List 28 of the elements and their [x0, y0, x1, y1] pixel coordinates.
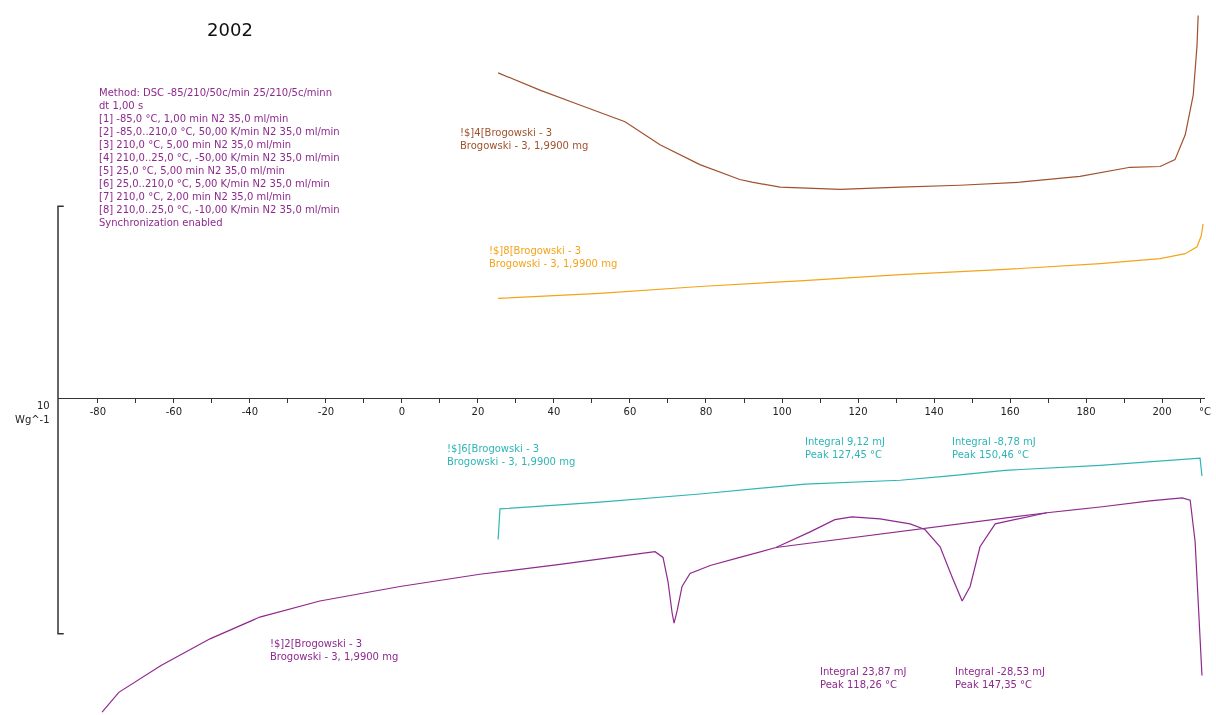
x-tick-label: -60: [165, 405, 183, 417]
x-axis-title: °C: [1199, 406, 1211, 417]
series-label: !$]4[Brogowski - 3 Brogowski - 3, 1,9900 mg: [460, 127, 589, 151]
x-tick-label: -40: [241, 405, 259, 417]
x-tick-label: 40: [547, 405, 561, 417]
x-tick-label: -80: [89, 405, 107, 417]
x-tick-label: 200: [1152, 405, 1172, 417]
x-tick-label: 0: [398, 405, 406, 417]
x-tick-label: 180: [1076, 405, 1096, 417]
annotation: Integral 23,87 mJ Peak 118,26 °C: [820, 666, 907, 690]
annotation: Integral 9,12 mJ Peak 127,45 °C: [805, 436, 886, 460]
x-tick-label: -20: [317, 405, 335, 417]
text: !$]6[Brogowski - 3 Brogowski - 3, 1,9900 mg: [447, 443, 576, 467]
x-tick-label: 140: [924, 405, 944, 417]
annotation: Integral -28,53 mJ Peak 147,35 °C: [955, 666, 1046, 690]
x-tick-label: 60: [623, 405, 637, 417]
x-tick-label: 160: [1000, 405, 1020, 417]
text: 10: [37, 400, 50, 411]
text: !$]8[Brogowski - 3 Brogowski - 3, 1,9900 mg: [489, 245, 618, 269]
y-axis-title: Wg^-1: [15, 414, 50, 425]
chart-title: 2002: [207, 19, 253, 41]
annotation: Integral -8,78 mJ Peak 150,46 °C: [952, 436, 1036, 460]
x-tick-label: 120: [848, 405, 868, 417]
x-tick-label: 100: [772, 405, 792, 417]
text: !$]2[Brogowski - 3 Brogowski - 3, 1,9900 mg: [270, 638, 399, 662]
x-tick-label: 80: [699, 405, 713, 417]
x-tick-label: 20: [471, 405, 485, 417]
text: Method: DSC -85/210/50c/min 25/210/5c/minn dt 1,00 s [1] -85,0 °C, 1,00 min N2 35,0 ml/min [2] -85,0..210,0 °C, 50,00 K/min N2 35,0 ml/min [3] 210,0 °C, 5,00 min N2 35,0 ml/min [4] 210,0..25,0 °C, -50,00 K/min N2 35,0 ml/min [5] 25,0 °C, 5,00 min N2 35,0 ml/min [6] 25,0..210,0 °C, 5,00 K/min N2 35,0 ml/min [7] 210,0 °C, 2,00 min N2 35,0 ml/min [8] 210,0..25,0 °C, -10,00 K/min N2 35,0 ml/min Synchronization enabled: [99, 87, 340, 228]
